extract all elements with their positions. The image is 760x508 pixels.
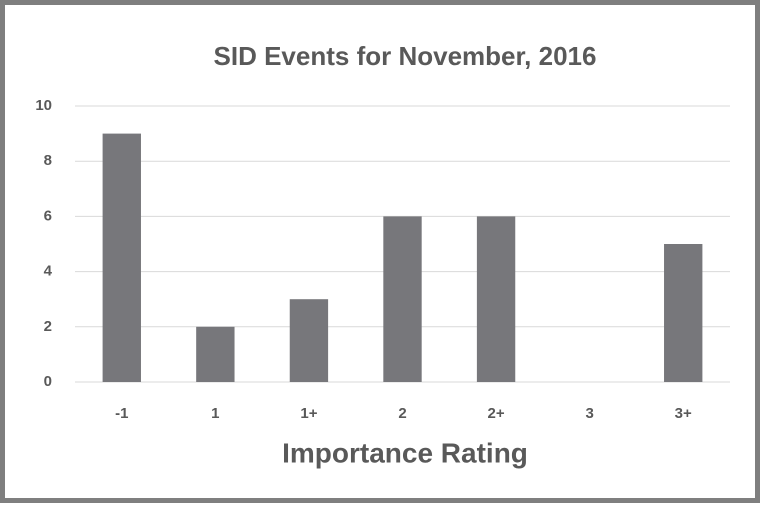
y-tick-label: 0 xyxy=(44,373,52,390)
x-tick-label: -1 xyxy=(115,405,128,422)
x-tick-label: 1 xyxy=(211,405,219,422)
x-tick-label: 3+ xyxy=(675,405,692,422)
y-tick-label: 2 xyxy=(44,318,52,335)
x-tick-label: 1+ xyxy=(300,405,317,422)
bar xyxy=(196,326,235,382)
bar xyxy=(664,244,703,382)
x-tick-label: 2+ xyxy=(488,405,505,422)
y-tick-label: 8 xyxy=(44,152,52,169)
x-tick-label: 3 xyxy=(585,405,593,422)
y-tick-label: 10 xyxy=(35,97,52,114)
x-axis-label: Importance Rating xyxy=(282,437,528,468)
y-tick-label: 4 xyxy=(44,263,53,280)
y-tick-label: 6 xyxy=(44,207,52,224)
x-tick-label: 2 xyxy=(398,405,406,422)
bar xyxy=(289,299,329,382)
bar xyxy=(383,216,422,382)
bar xyxy=(102,133,141,382)
bar xyxy=(476,216,516,382)
chart-title: SID Events for November, 2016 xyxy=(214,41,597,71)
